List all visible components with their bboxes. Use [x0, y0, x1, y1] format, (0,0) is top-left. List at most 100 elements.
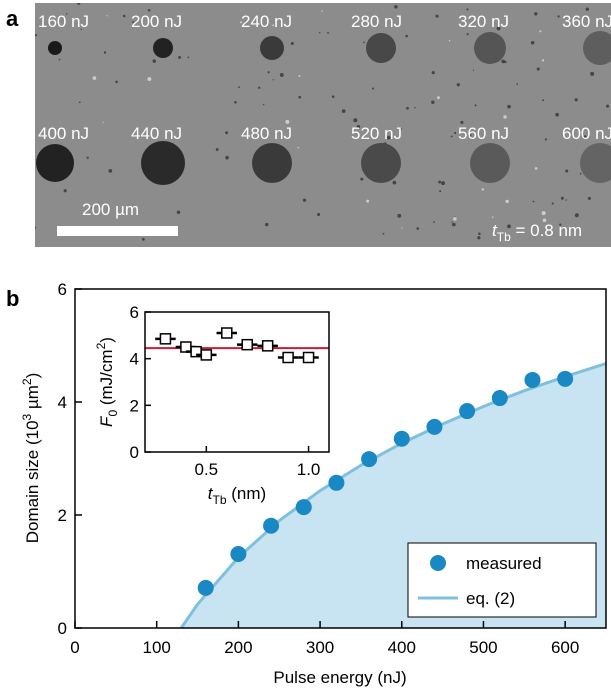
speck: [583, 135, 587, 139]
domain-spot: [361, 143, 401, 183]
speck: [397, 213, 402, 218]
speck: [605, 104, 610, 108]
data-point: [426, 418, 443, 435]
inset-y-tick-label: 2: [130, 396, 139, 415]
speck: [530, 40, 535, 45]
speck: [466, 33, 469, 36]
speck: [560, 196, 564, 200]
inset-y-sup: 2: [94, 342, 108, 349]
speck: [106, 15, 108, 17]
scale-bar: [57, 226, 178, 236]
speck: [147, 9, 151, 12]
speck: [460, 120, 464, 124]
energy-label: 560 nJ: [458, 124, 509, 143]
speck: [239, 21, 243, 24]
speck: [65, 13, 68, 15]
inset-x-tick-label: 0.5: [195, 460, 219, 479]
domain-spot: [470, 143, 510, 183]
speck: [394, 5, 398, 9]
domain-spot: [474, 32, 506, 64]
speck: [441, 181, 445, 186]
speck: [298, 74, 301, 77]
speck: [319, 32, 321, 34]
speck: [587, 196, 591, 200]
speck: [565, 169, 569, 173]
speck: [448, 39, 451, 42]
speck: [63, 189, 67, 193]
inset-x-tick-label: 1.0: [297, 460, 321, 479]
inset-y-label: F0 (mJ/cm2): [94, 337, 120, 427]
speck: [466, 8, 469, 11]
data-point: [263, 517, 280, 534]
inset-point: [282, 351, 294, 364]
data-point: [295, 499, 312, 516]
speck: [584, 16, 586, 18]
speck: [406, 106, 409, 110]
speck: [438, 180, 442, 184]
speck: [477, 236, 481, 240]
y-label-part: µm: [23, 385, 42, 414]
thickness-var: t: [492, 221, 498, 240]
inset-x-label: tTb (nm): [208, 484, 266, 507]
speck: [141, 237, 145, 241]
speck: [539, 30, 542, 33]
speck: [353, 118, 358, 123]
speck: [401, 227, 403, 229]
speck: [501, 59, 506, 64]
speck: [58, 58, 61, 61]
inset-y-tick-label: 4: [130, 350, 139, 369]
inset-y-part: ): [97, 337, 116, 343]
thickness-sub: Tb: [497, 230, 511, 244]
y-tick-label: 0: [58, 619, 67, 638]
speck: [532, 200, 535, 203]
speck: [472, 69, 475, 71]
speck: [503, 115, 507, 119]
speck: [439, 190, 442, 193]
speck: [542, 218, 547, 223]
speck: [392, 180, 397, 185]
speck: [496, 26, 501, 31]
inset-y-tick-label: 6: [130, 303, 139, 322]
speck: [360, 177, 364, 181]
speck: [262, 103, 265, 106]
speck: [585, 7, 589, 11]
data-point: [230, 545, 247, 562]
speck: [187, 56, 190, 59]
x-tick-label: 600: [551, 638, 579, 657]
inset-frame: [144, 311, 330, 453]
speck: [363, 41, 365, 44]
inset-point: [221, 327, 233, 339]
inset-point: [200, 349, 213, 361]
inset-y-part: (mJ/cm: [97, 349, 116, 409]
speck: [450, 135, 453, 138]
speck: [431, 71, 435, 75]
speck: [317, 212, 321, 217]
energy-label: 440 nJ: [131, 124, 182, 143]
data-point: [557, 370, 574, 387]
speck: [454, 131, 457, 135]
speck: [285, 119, 290, 124]
inset-x-sub: Tb: [213, 493, 227, 507]
speck: [541, 211, 546, 216]
speck: [478, 232, 481, 236]
inset-x-rest: (nm): [227, 484, 267, 503]
speck: [215, 148, 219, 151]
speck: [399, 127, 402, 131]
x-tick-label: 100: [143, 638, 171, 657]
y-tick-label: 2: [58, 506, 67, 525]
speck: [290, 42, 294, 46]
speck: [544, 138, 547, 141]
speck: [327, 31, 329, 34]
speck: [91, 207, 94, 210]
speck: [474, 104, 477, 107]
speck: [92, 76, 97, 80]
speck: [452, 222, 456, 227]
speck: [405, 34, 408, 38]
y-label-part: ): [23, 373, 42, 379]
x-tick-label: 300: [306, 638, 334, 657]
y-label-part: Domain size (10: [23, 420, 42, 543]
speck: [492, 216, 494, 218]
speck: [238, 86, 240, 88]
